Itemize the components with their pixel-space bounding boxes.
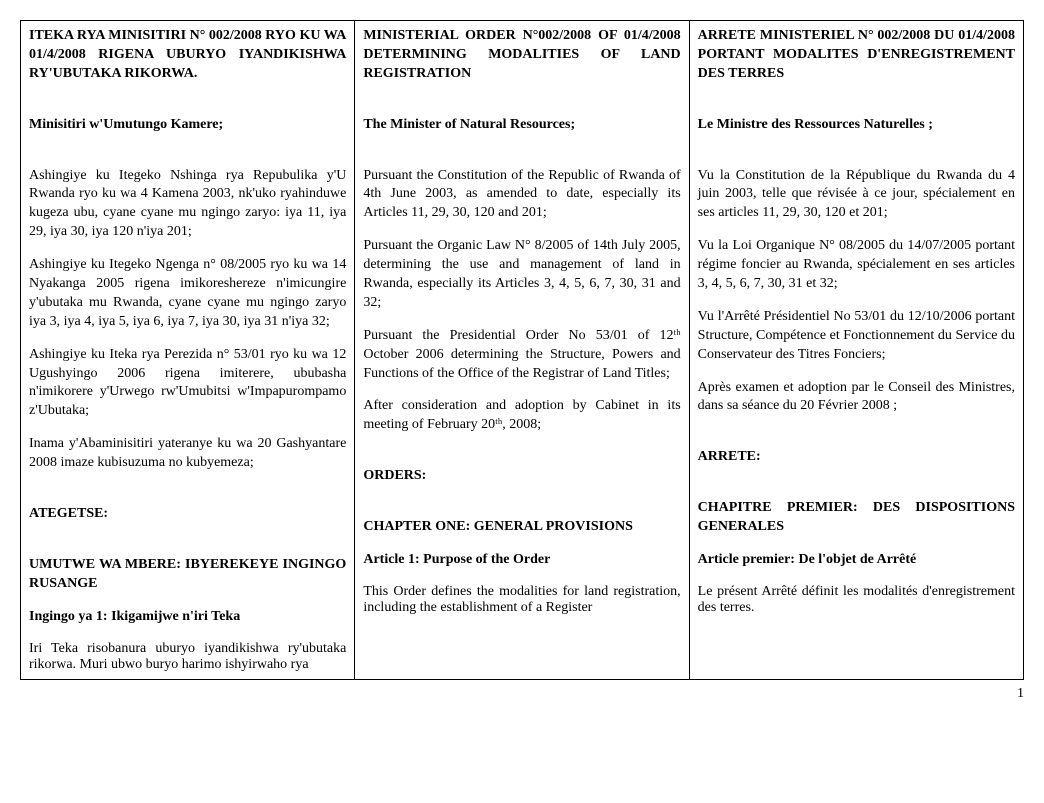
para3-fr: Vu l'Arrêté Présidentiel No 53/01 du 12/… xyxy=(698,308,1015,365)
title-fr: ARRETE MINISTERIEL N° 002/2008 DU 01/4/2… xyxy=(698,27,1015,84)
title-en: MINISTERIAL ORDER N°002/2008 OF 01/4/200… xyxy=(363,27,680,84)
article-fr: Article premier: De l'objet de Arrêté xyxy=(698,551,1015,570)
trilingual-table: ITEKA RYA MINISITIRI N° 002/2008 RYO KU … xyxy=(20,20,1024,680)
para2-en: Pursuant the Organic Law N° 8/2005 of 14… xyxy=(363,237,680,313)
para1-en: Pursuant the Constitution of the Republi… xyxy=(363,167,680,224)
column-kinyarwanda: ITEKA RYA MINISITIRI N° 002/2008 RYO KU … xyxy=(21,21,355,680)
para1-fr: Vu la Constitution de la République du R… xyxy=(698,167,1015,224)
minister-rw: Minisitiri w'Umutungo Kamere; xyxy=(29,116,346,135)
para4-fr: Après examen et adoption par le Conseil … xyxy=(698,379,1015,417)
body-fr: Le présent Arrêté définit les modalités … xyxy=(698,584,1015,616)
para4-en: After consideration and adoption by Cabi… xyxy=(363,397,680,435)
orders-rw: ATEGETSE: xyxy=(29,505,346,524)
chapter-rw: UMUTWE WA MBERE: IBYEREKEYE INGINGO RUSA… xyxy=(29,556,346,594)
chapter-fr: CHAPITRE PREMIER: DES DISPOSITIONS GENER… xyxy=(698,499,1015,537)
article-rw: Ingingo ya 1: Ikigamijwe n'iri Teka xyxy=(29,608,346,627)
body-rw: Iri Teka risobanura uburyo iyandikishwa … xyxy=(29,641,346,673)
para2-fr: Vu la Loi Organique N° 08/2005 du 14/07/… xyxy=(698,237,1015,294)
page-number: 1 xyxy=(20,686,1034,702)
minister-fr: Le Ministre des Ressources Naturelles ; xyxy=(698,116,1015,135)
article-en: Article 1: Purpose of the Order xyxy=(363,551,680,570)
para1-rw: Ashingiye ku Itegeko Nshinga rya Repubul… xyxy=(29,167,346,243)
body-en: This Order defines the modalities for la… xyxy=(363,584,680,616)
chapter-en: CHAPTER ONE: GENERAL PROVISIONS xyxy=(363,518,680,537)
para4-rw: Inama y'Abaminisitiri yateranye ku wa 20… xyxy=(29,435,346,473)
para3-rw: Ashingiye ku Iteka rya Perezida n° 53/01… xyxy=(29,346,346,422)
title-rw: ITEKA RYA MINISITIRI N° 002/2008 RYO KU … xyxy=(29,27,346,84)
orders-fr: ARRETE: xyxy=(698,448,1015,467)
column-english: MINISTERIAL ORDER N°002/2008 OF 01/4/200… xyxy=(355,21,689,680)
para2-rw: Ashingiye ku Itegeko Ngenga n° 08/2005 r… xyxy=(29,256,346,332)
column-french: ARRETE MINISTERIEL N° 002/2008 DU 01/4/2… xyxy=(689,21,1023,680)
minister-en: The Minister of Natural Resources; xyxy=(363,116,680,135)
orders-en: ORDERS: xyxy=(363,467,680,486)
para3-en: Pursuant the Presidential Order No 53/01… xyxy=(363,327,680,384)
